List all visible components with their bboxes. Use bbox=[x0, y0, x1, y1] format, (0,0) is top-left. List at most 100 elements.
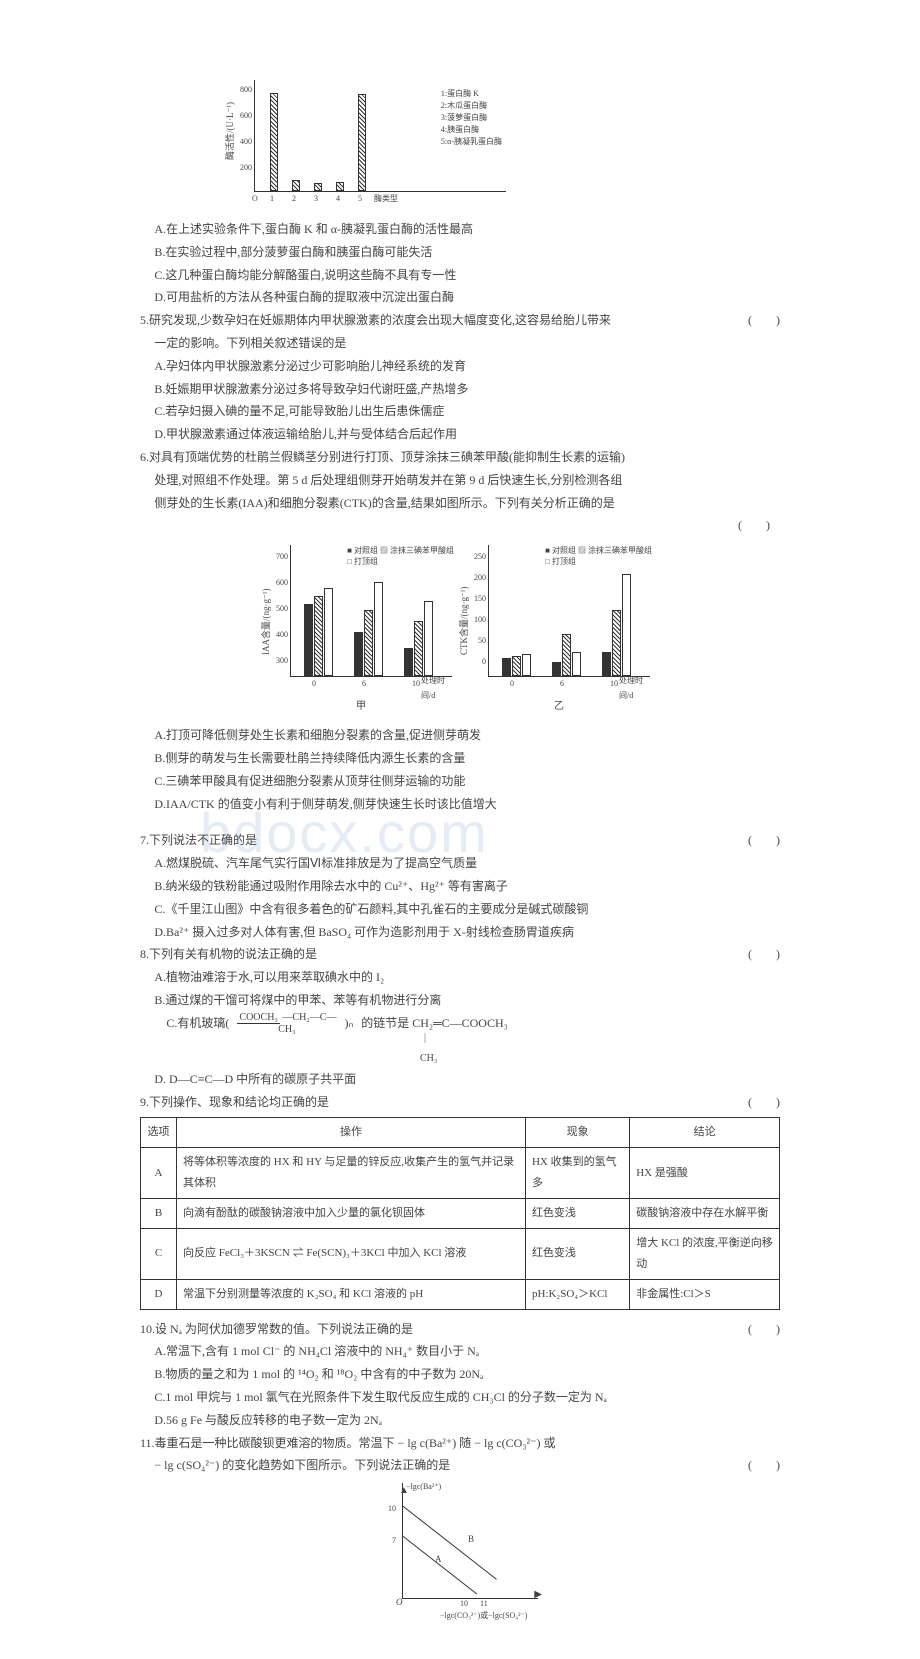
bar bbox=[304, 604, 313, 676]
bar bbox=[358, 94, 366, 191]
xtick: 3 bbox=[314, 191, 318, 206]
bar bbox=[374, 582, 383, 676]
td: 红色变浅 bbox=[525, 1198, 629, 1228]
ytick: 600 bbox=[234, 108, 252, 123]
paren: ( ) bbox=[762, 1318, 780, 1341]
q6-chartB: CTK含量/(ng·g⁻¹) 250 200 150 100 50 0 0 6 … bbox=[464, 545, 654, 695]
ytick: 600 bbox=[270, 575, 288, 590]
q4-optD: D.可用盐析的方法从各种蛋白酶的提取液中沉淀出蛋白酶 bbox=[140, 286, 780, 309]
bar bbox=[354, 632, 363, 676]
xtick: 0 bbox=[312, 676, 316, 691]
bar bbox=[424, 601, 433, 676]
legend-item: ■ 对照组 ▨ 涂抹三碘苯甲酸组 bbox=[545, 545, 652, 556]
legend-item: □ 打顶组 bbox=[545, 556, 652, 567]
td: 红色变浅 bbox=[525, 1228, 629, 1279]
q11-stem2-text: − lg c(SO₄²⁻) 的变化趋势如下图所示。下列说法正确的是 bbox=[154, 1458, 450, 1472]
ytick: 200 bbox=[468, 570, 486, 585]
legend: ■ 对照组 ▨ 涂抹三碘苯甲酸组 □ 打顶组 bbox=[347, 545, 454, 567]
label-B: B bbox=[468, 1531, 474, 1548]
bar bbox=[404, 648, 413, 676]
q8-optA: A.植物油难溶于水,可以用来萃取碘水中的 I₂ bbox=[140, 966, 780, 989]
td: C bbox=[141, 1228, 177, 1279]
bar bbox=[512, 656, 521, 676]
ytick: 200 bbox=[234, 160, 252, 175]
q7-optD: D.Ba²⁺ 摄入过多对人体有害,但 BaSO₄ 可作为造影剂用于 X-射线检查… bbox=[140, 921, 780, 944]
xtick: 6 bbox=[560, 676, 564, 691]
bar bbox=[314, 183, 322, 191]
q11-chart: ▲ ▶ −lgc(Ba²⁺) 10 7 A B O 10 11 −lgc(CO₃… bbox=[380, 1483, 540, 1613]
optC-pre: C.有机玻璃( bbox=[166, 1012, 229, 1035]
poly-bot: CH₃ bbox=[278, 1023, 295, 1035]
td: 增大 KCl 的浓度,平衡逆向移动 bbox=[630, 1228, 780, 1279]
paren: ( ) bbox=[762, 943, 780, 966]
q10-stem: 10.设 Nₐ 为阿伏加德罗常数的值。下列说法正确的是 ( ) bbox=[140, 1318, 780, 1341]
ytick: 800 bbox=[234, 82, 252, 97]
q6-stem2: 处理,对照组不作处理。第 5 d 后处理组侧芽开始萌发并在第 9 d 后快速生长… bbox=[140, 469, 780, 492]
page-content: 酶活性/(U·L⁻¹) 800 600 400 200 O 1 2 3 4 5 … bbox=[140, 80, 780, 1613]
q11-stem1: 11.毒重石是一种比碳酸钡更难溶的物质。常温下 − lg c(Ba²⁺) 随 −… bbox=[140, 1432, 780, 1455]
td: D bbox=[141, 1279, 177, 1309]
poly-mid: —CH₂—C— bbox=[282, 1012, 336, 1023]
q4-chart: 酶活性/(U·L⁻¹) 800 600 400 200 O 1 2 3 4 5 … bbox=[230, 80, 510, 210]
q6-chartB-wrap: CTK含量/(ng·g⁻¹) 250 200 150 100 50 0 0 6 … bbox=[464, 545, 654, 716]
xlabel: −lgc(CO₃²⁻)或−lgc(SO₄²⁻) bbox=[440, 1608, 527, 1623]
td: 常温下分别测量等浓度的 K₂SO₄ 和 KCl 溶液的 pH bbox=[177, 1279, 526, 1309]
ytick: 500 bbox=[270, 601, 288, 616]
legend-item: □ 打顶组 bbox=[347, 556, 454, 567]
q8-optD: D. D—C≡C—D 中所有的碳原子共平面 bbox=[140, 1068, 780, 1091]
polymer: COOCH₃ —CH₂—C— CH₃ bbox=[237, 1012, 336, 1036]
q10-optB: B.物质的量之和为 1 mol 的 ¹⁴O₂ 和 ¹⁸O₂ 中含有的中子数为 2… bbox=[140, 1363, 780, 1386]
q6-chartA: IAA含量/(ng·g⁻¹) 700 600 500 400 300 0 6 1… bbox=[266, 545, 456, 695]
q6-paren: ( ) bbox=[140, 514, 780, 537]
td: HX 收集到的氢气多 bbox=[525, 1148, 629, 1199]
bar bbox=[612, 610, 621, 676]
q7-optC: C.《千里江山图》中含有很多着色的矿石颜料,其中孔雀石的主要成分是碱式碳酸铜 bbox=[140, 898, 780, 921]
axis-x bbox=[402, 1598, 538, 1599]
bar bbox=[562, 634, 571, 676]
q5-stem: 5.研究发现,少数孕妇在妊娠期体内甲状腺激素的浓度会出现大幅度变化,这容易给胎儿… bbox=[140, 309, 780, 332]
ytick: 10 bbox=[388, 1501, 396, 1516]
xtick: 5 bbox=[358, 191, 362, 206]
ylabel: IAA含量/(ng·g⁻¹) bbox=[258, 589, 275, 655]
legend-item: 1:蛋白酶 K bbox=[441, 88, 502, 100]
bar bbox=[572, 652, 581, 676]
legend-item: 3:菠萝蛋白酶 bbox=[441, 112, 502, 124]
paren: ( ) bbox=[762, 829, 780, 852]
q10-optA: A.常温下,含有 1 mol Cl⁻ 的 NH₄Cl 溶液中的 NH₄⁺ 数目小… bbox=[140, 1340, 780, 1363]
q6-optB: B.侧芽的萌发与生长需要杜鹃兰持续降低内源生长素的含量 bbox=[140, 747, 780, 770]
th: 操作 bbox=[177, 1118, 526, 1148]
xtick-o: O bbox=[252, 191, 258, 206]
q6-stem3: 侧芽处的生长素(IAA)和细胞分裂素(CTK)的含量,结果如图所示。下列有关分析… bbox=[140, 492, 780, 515]
ytick: 50 bbox=[468, 633, 486, 648]
table-row: D 常温下分别测量等浓度的 K₂SO₄ 和 KCl 溶液的 pH pH:K₂SO… bbox=[141, 1279, 780, 1309]
xtick: 4 bbox=[336, 191, 340, 206]
bar bbox=[314, 596, 323, 676]
axis-y bbox=[488, 545, 489, 677]
q5-optD: D.甲状腺激素通过体液运输给胎儿,并与受体结合后起作用 bbox=[140, 423, 780, 446]
td: 将等体积等浓度的 HX 和 HY 与足量的锌反应,收集产生的氢气并记录其体积 bbox=[177, 1148, 526, 1199]
optC-mid: 的链节是 CH₂═C—COOCH₃ bbox=[361, 1012, 508, 1035]
q9-table: 选项 操作 现象 结论 A 将等体积等浓度的 HX 和 HY 与足量的锌反应,收… bbox=[140, 1117, 780, 1309]
td: 向反应 FeCl₃＋3KSCN ⇌ Fe(SCN)₃＋3KCl 中加入 KCl … bbox=[177, 1228, 526, 1279]
q10-optC: C.1 mol 甲烷与 1 mol 氯气在光照条件下发生取代反应生成的 CH₃C… bbox=[140, 1386, 780, 1409]
table-row: A 将等体积等浓度的 HX 和 HY 与足量的锌反应,收集产生的氢气并记录其体积… bbox=[141, 1148, 780, 1199]
bar bbox=[292, 180, 300, 191]
q7-optB: B.纳米级的铁粉能通过吸附作用除去水中的 Cu²⁺、Hg²⁺ 等有害离子 bbox=[140, 875, 780, 898]
axis-y bbox=[254, 80, 255, 192]
q8-optB: B.通过煤的干馏可将煤中的甲苯、苯等有机物进行分离 bbox=[140, 989, 780, 1012]
ytick: 150 bbox=[468, 591, 486, 606]
table-row: C 向反应 FeCl₃＋3KSCN ⇌ Fe(SCN)₃＋3KCl 中加入 KC… bbox=[141, 1228, 780, 1279]
legend-item: 4:胰蛋白酶 bbox=[441, 124, 502, 136]
table-header-row: 选项 操作 现象 结论 bbox=[141, 1118, 780, 1148]
ytick: 400 bbox=[234, 134, 252, 149]
q6-chartA-wrap: IAA含量/(ng·g⁻¹) 700 600 500 400 300 0 6 1… bbox=[266, 545, 456, 716]
spacer bbox=[140, 815, 780, 829]
q8-stem: 8.下列有关有机物的说法正确的是 ( ) bbox=[140, 943, 780, 966]
q8-stem-text: 8.下列有关有机物的说法正确的是 bbox=[140, 947, 317, 961]
legend-item: ■ 对照组 ▨ 涂抹三碘苯甲酸组 bbox=[347, 545, 454, 556]
optC-sub: ｜CH₃ bbox=[140, 1030, 780, 1068]
xtick: 2 bbox=[292, 191, 296, 206]
q9-stem: 9.下列操作、现象和结论均正确的是 ( ) bbox=[140, 1091, 780, 1114]
q5-stem1: 5.研究发现,少数孕妇在妊娠期体内甲状腺激素的浓度会出现大幅度变化,这容易给胎儿… bbox=[140, 313, 611, 327]
td: 向滴有酚酞的碳酸钠溶液中加入少量的氯化钡固体 bbox=[177, 1198, 526, 1228]
